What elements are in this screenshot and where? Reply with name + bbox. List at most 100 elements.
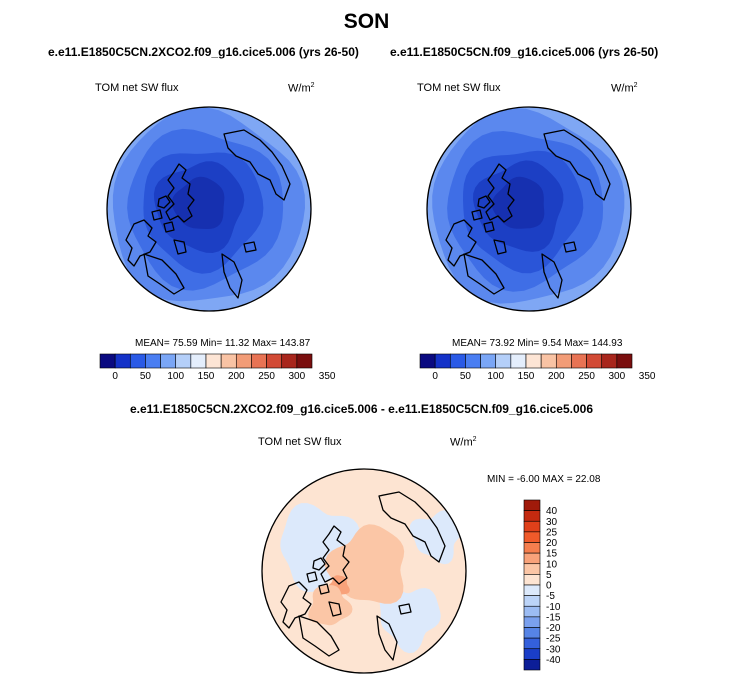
panel-2-colorbar-swatch-5 bbox=[495, 353, 512, 369]
panel-2-colorbar-tick-label-6: 300 bbox=[609, 371, 626, 382]
diff-colorbar-swatch-15 bbox=[523, 659, 541, 671]
panel-2-colorbar-swatch-12 bbox=[601, 353, 618, 369]
panel-1-field bbox=[107, 107, 311, 311]
panel-1-colorbar-tick-label-4: 200 bbox=[228, 371, 245, 382]
panel-2-colorbar-swatch-10 bbox=[571, 353, 587, 369]
panel-1-coastline-6 bbox=[223, 129, 291, 201]
diff-colorbar-swatch-0 bbox=[523, 499, 541, 511]
diff-panel-coastline-8 bbox=[398, 603, 412, 615]
panel-1-colorbar-tick-label-2: 100 bbox=[167, 371, 184, 382]
diff-colorbar-swatch-5 bbox=[523, 552, 541, 565]
panel-1-colorbar-swatch-6 bbox=[190, 353, 207, 369]
panel-2-colorbar-tick-label-1: 50 bbox=[460, 371, 472, 382]
panel-1-colorbar-swatch-2 bbox=[129, 353, 146, 369]
panel-2-colorbar-tick-label-0: 0 bbox=[432, 371, 438, 382]
diff-panel-coastline-9 bbox=[328, 601, 342, 617]
panel-2-colorbar-swatch-3 bbox=[465, 353, 481, 369]
panel-2-coastline-5 bbox=[463, 253, 505, 295]
panel-1-colorbar-swatch-12 bbox=[281, 353, 298, 369]
panel-2-colorbar-swatch-4 bbox=[480, 353, 497, 369]
panel-2-colorbar: 0 50 100 150 200 250 300 350 bbox=[419, 353, 656, 382]
diff-panel-contour-3 bbox=[409, 510, 462, 565]
panel-2-stats: MEAN= 73.92 Min= 9.54 Max= 144.93 bbox=[452, 338, 623, 349]
panel-1-coastline-9 bbox=[173, 239, 187, 255]
panel-1-map bbox=[106, 106, 312, 312]
panel-2-coastline-8 bbox=[563, 241, 577, 253]
diff-colorbar-tick-label-12: -25 bbox=[546, 634, 561, 645]
diff-colorbar-tick-label-10: -15 bbox=[546, 612, 561, 623]
diff-colorbar-tick-label-3: 20 bbox=[546, 538, 558, 549]
panel-2-field bbox=[427, 107, 631, 311]
panel-2-coastline-7 bbox=[541, 253, 563, 299]
diff-panel-coastline-5 bbox=[298, 615, 340, 657]
diff-panel-coastline-6 bbox=[378, 491, 446, 563]
panel-2-colorbar-swatch-1 bbox=[434, 353, 451, 369]
diff-panel-variable: TOM net SW flux bbox=[258, 436, 342, 448]
panel-2-colorbar-swatch-2 bbox=[449, 353, 466, 369]
diff-colorbar-swatch-7 bbox=[523, 574, 541, 586]
panel-1-colorbar-swatch-7 bbox=[205, 353, 222, 369]
diff-colorbar-tick-label-2: 25 bbox=[546, 527, 558, 538]
panel-1-colorbar-tick-label-3: 150 bbox=[198, 371, 215, 382]
panel-1-coastline-8 bbox=[243, 241, 257, 253]
diff-colorbar-swatch-8 bbox=[523, 584, 541, 596]
panel-2-colorbar-swatch-9 bbox=[555, 353, 572, 369]
panel-1-stats: MEAN= 75.59 Min= 11.32 Max= 143.87 bbox=[135, 338, 311, 349]
panel-1-coastline-0 bbox=[165, 163, 195, 223]
panel-1-colorbar-swatch-8 bbox=[220, 353, 237, 369]
panel-1-colorbar-tick-label-0: 0 bbox=[112, 371, 118, 382]
diff-panel-coastline-1 bbox=[312, 557, 326, 571]
diff-colorbar-tick-label-7: 0 bbox=[546, 581, 552, 592]
panel-1-colorbar-swatch-10 bbox=[251, 353, 267, 369]
panel-1-variable: TOM net SW flux bbox=[95, 82, 179, 94]
diff-colorbar-tick-label-9: -10 bbox=[546, 602, 561, 613]
panel-1-coastline-2 bbox=[151, 209, 163, 221]
diff-panel-coastline-2 bbox=[306, 571, 318, 583]
diff-colorbar-swatch-6 bbox=[523, 563, 541, 575]
diff-colorbar-tick-label-8: -5 bbox=[546, 591, 555, 602]
diff-colorbar-tick-label-13: -30 bbox=[546, 644, 561, 655]
panel-2-coastline-9 bbox=[493, 239, 507, 255]
diff-colorbar-tick-label-14: -40 bbox=[546, 655, 561, 666]
panel-1-colorbar-swatch-0 bbox=[99, 353, 116, 369]
diff-panel-stats: MIN = -6.00 MAX = 22.08 bbox=[487, 474, 601, 485]
panel-2-contour-5 bbox=[491, 176, 545, 229]
diff-colorbar-swatch-11 bbox=[523, 616, 541, 628]
panel-2-colorbar-tick-label-7: 350 bbox=[639, 371, 656, 382]
diff-colorbar-tick-label-11: -20 bbox=[546, 623, 561, 634]
panel-2-coastline-2 bbox=[471, 209, 483, 221]
panel-1-coastline-1 bbox=[157, 195, 171, 209]
panel-1-colorbar-swatch-3 bbox=[145, 353, 161, 369]
panel-2-colorbar-swatch-11 bbox=[586, 353, 603, 369]
panel-2-variable: TOM net SW flux bbox=[417, 82, 501, 94]
diff-colorbar-swatch-13 bbox=[523, 637, 541, 650]
diff-colorbar-tick-label-4: 15 bbox=[546, 549, 558, 560]
panel-2-units: W/m2 bbox=[611, 82, 638, 95]
diff-colorbar-swatch-14 bbox=[523, 648, 541, 660]
panel-1-contour-5 bbox=[171, 176, 225, 229]
panel-1-colorbar-swatch-9 bbox=[235, 353, 252, 369]
diff-colorbar-tick-label-1: 30 bbox=[546, 517, 558, 528]
panel-1-title: e.e11.E1850C5CN.2XCO2.f09_g16.cice5.006 … bbox=[48, 45, 359, 59]
panel-1-colorbar-swatch-5 bbox=[175, 353, 192, 369]
diff-colorbar-tick-label-5: 10 bbox=[546, 559, 558, 570]
diff-colorbar-swatch-4 bbox=[523, 542, 541, 554]
panel-2-colorbar-swatch-0 bbox=[419, 353, 436, 369]
panel-1-colorbar: 0 50 100 150 200 250 300 350 bbox=[99, 353, 336, 382]
panel-2-map bbox=[426, 106, 632, 312]
panel-1-colorbar-tick-label-5: 250 bbox=[258, 371, 275, 382]
diff-panel-field bbox=[262, 469, 466, 673]
diff-colorbar-tick-label-0: 40 bbox=[546, 506, 558, 517]
panel-2-title: e.e11.E1850C5CN.f09_g16.cice5.006 (yrs 2… bbox=[390, 45, 659, 59]
diff-colorbar-tick-label-6: 5 bbox=[546, 570, 552, 581]
diff-panel-title: e.e11.E1850C5CN.2XCO2.f09_g16.cice5.006 … bbox=[130, 402, 593, 416]
panel-1-coastline-7 bbox=[221, 253, 243, 299]
diff-colorbar-swatch-12 bbox=[523, 627, 541, 639]
panel-2-colorbar-tick-label-3: 150 bbox=[518, 371, 535, 382]
diff-colorbar-swatch-3 bbox=[523, 531, 541, 543]
panel-2-colorbar-tick-label-4: 200 bbox=[548, 371, 565, 382]
panel-2-map-border bbox=[426, 106, 632, 312]
diff-colorbar-swatch-1 bbox=[523, 510, 541, 522]
diff-panel-coastline-3 bbox=[318, 583, 330, 595]
